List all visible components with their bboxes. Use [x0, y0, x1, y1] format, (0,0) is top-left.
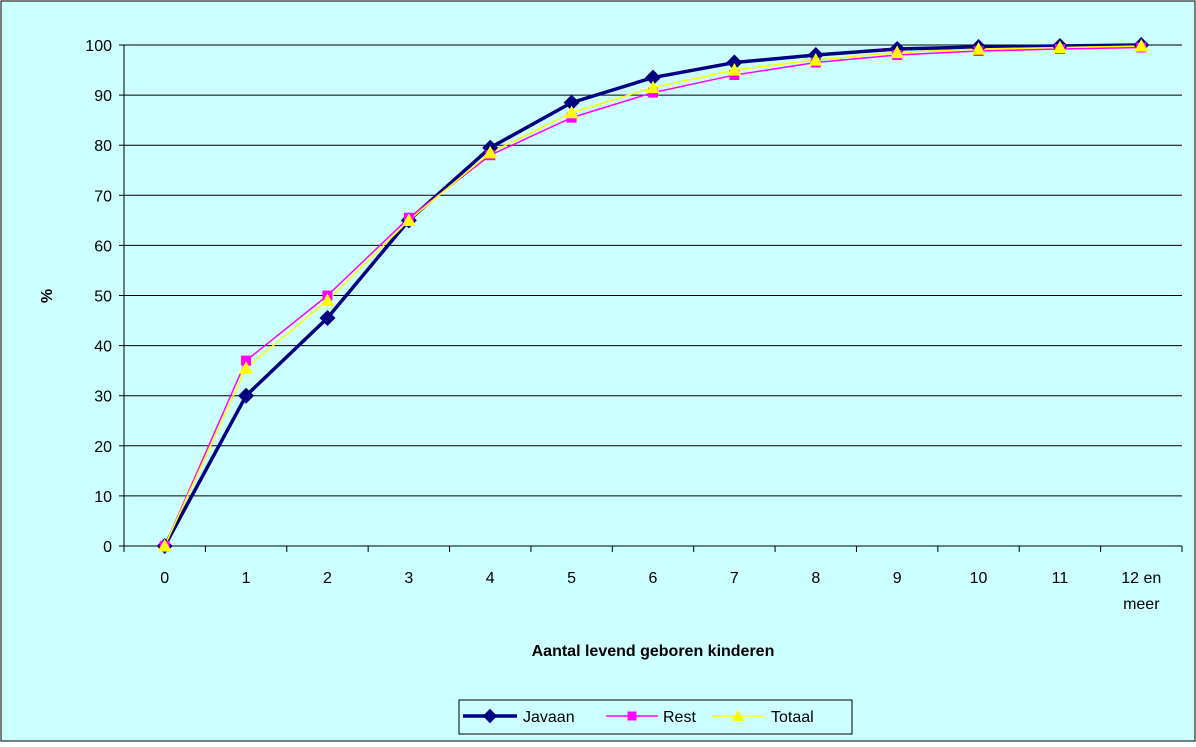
x-tick-label: 3	[404, 570, 413, 587]
data-point-totaal	[401, 213, 416, 226]
legend-label-totaal: Totaal	[771, 709, 814, 726]
x-tick-label: 1	[242, 570, 251, 587]
x-tick-label: 4	[486, 570, 495, 587]
y-tick-label: 10	[94, 489, 112, 506]
gridlines	[124, 44, 1182, 497]
x-tick-label: 11	[1052, 570, 1069, 587]
y-tick-label: 30	[94, 389, 112, 406]
legend-marker-javaan	[482, 708, 498, 724]
x-tick-label: 12 en meer	[1121, 570, 1161, 613]
y-axis-ticks: 0 10 20 30 40 50 60 70 80 90 100	[85, 38, 124, 556]
x-tick-label: 9	[893, 570, 902, 587]
x-axis-ticks: 0 1 2 3 4 5 6 7 8 9 10 11 12 en meer	[123, 546, 1183, 613]
legend-marker-totaal	[731, 709, 745, 722]
legend: Javaan Rest Totaal	[458, 699, 853, 735]
x-tick-label: 0	[160, 570, 169, 587]
y-tick-label: 40	[94, 339, 112, 356]
data-point-totaal	[564, 105, 579, 119]
data-point-totaal	[890, 45, 905, 59]
data-point-totaal	[646, 80, 660, 94]
legend-label-rest: Rest	[663, 709, 696, 726]
x-axis-title: Aantal levend geboren kinderen	[532, 643, 775, 660]
x-tick-label: 8	[811, 570, 820, 587]
x-tick-label: 2	[323, 570, 332, 587]
y-tick-label: 90	[94, 88, 112, 105]
legend-label-javaan: Javaan	[523, 709, 575, 726]
data-point-rest	[241, 355, 252, 366]
data-point-totaal	[1052, 40, 1067, 54]
x-tick-label: 10	[970, 570, 988, 587]
data-point-totaal	[483, 145, 498, 159]
data-point-totaal	[239, 361, 254, 374]
series-layer	[156, 37, 1150, 554]
y-tick-label: 20	[94, 439, 112, 456]
data-point-totaal	[808, 53, 823, 66]
data-point-javaan	[319, 310, 336, 327]
y-tick-label: 50	[94, 289, 112, 306]
data-point-javaan	[726, 54, 743, 71]
y-tick-label: 100	[85, 38, 112, 55]
y-tick-label: 70	[94, 188, 112, 205]
legend-box	[458, 699, 853, 735]
y-axis-title: %	[39, 289, 56, 303]
data-point-javaan	[645, 69, 661, 86]
data-point-totaal	[157, 539, 172, 552]
data-point-totaal	[1134, 39, 1149, 52]
data-point-totaal	[727, 63, 742, 76]
x-tick-label: 6	[649, 570, 658, 587]
x-tick-label: 7	[730, 570, 739, 587]
data-point-javaan	[563, 94, 580, 111]
data-point-totaal	[320, 293, 335, 307]
legend-marker-rest	[627, 711, 637, 721]
x-tick-label: 5	[567, 570, 576, 587]
data-point-totaal	[971, 42, 986, 55]
y-tick-label: 60	[94, 238, 112, 255]
y-tick-label: 80	[94, 138, 112, 155]
data-point-javaan	[238, 387, 255, 404]
y-tick-label: 0	[103, 539, 112, 556]
